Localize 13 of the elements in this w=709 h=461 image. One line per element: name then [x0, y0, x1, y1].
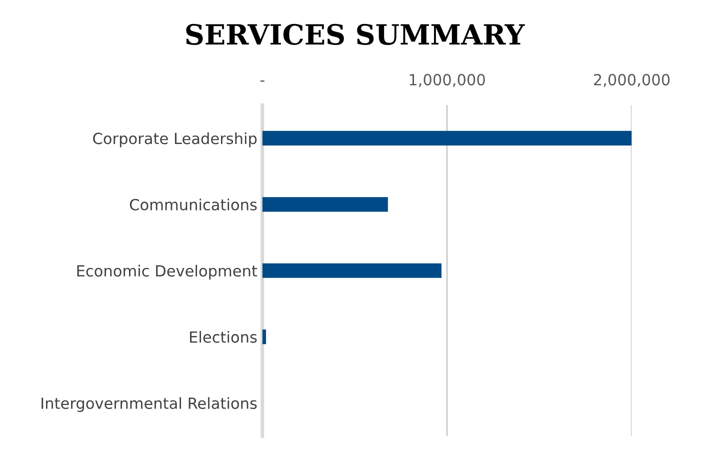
- bar: [262, 330, 266, 344]
- x-tick-label: 2,000,000: [594, 74, 670, 88]
- bar: [262, 197, 388, 212]
- bar: [262, 263, 442, 278]
- chart-title: SERVICES SUMMARY: [186, 24, 525, 45]
- y-tick-label: Elections: [190, 331, 257, 343]
- y-tick-label: Intergovernmental Relations: [42, 397, 257, 412]
- y-tick-label: Communications: [130, 198, 257, 210]
- bar: [262, 130, 632, 146]
- x-tick-label: -: [260, 80, 264, 82]
- y-tick-label: Corporate Leadership: [93, 132, 257, 148]
- y-tick-label: Economic Development: [77, 264, 258, 280]
- x-tick-label: 1,000,000: [410, 74, 485, 88]
